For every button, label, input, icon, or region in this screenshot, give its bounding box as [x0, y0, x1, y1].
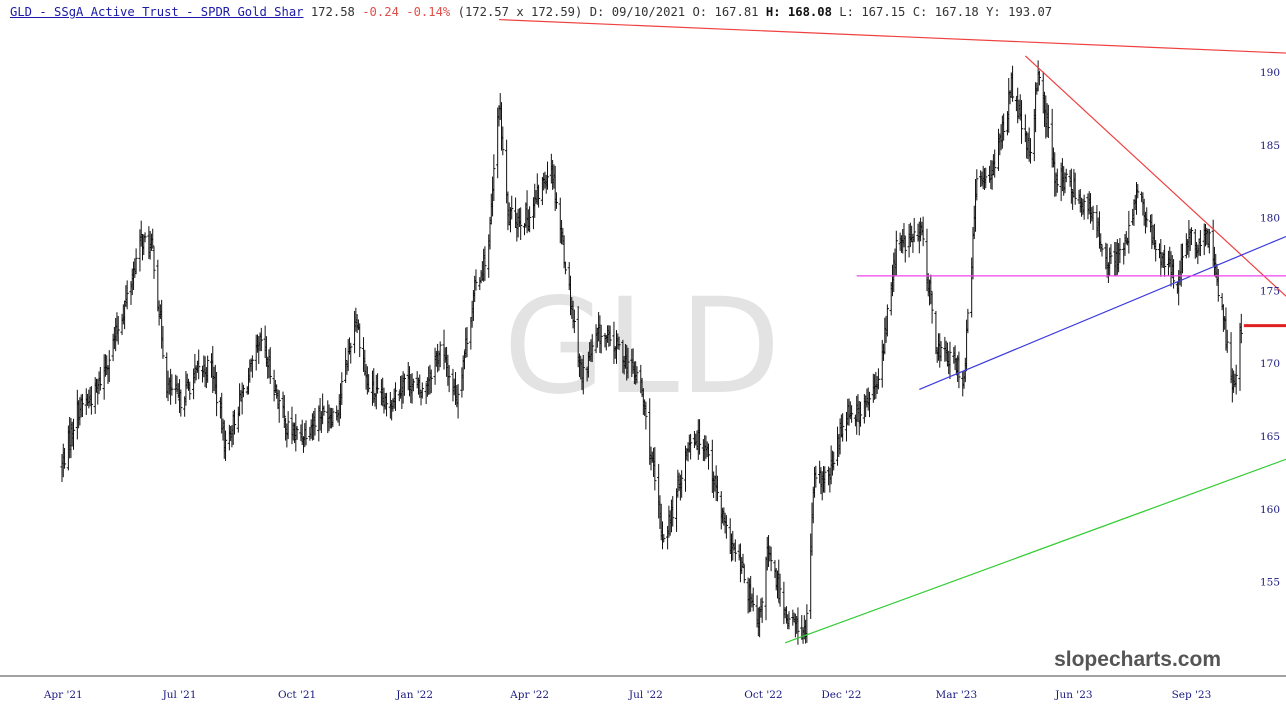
year-label: Y: [986, 5, 1001, 19]
y-tick-label: 190 [1260, 67, 1280, 79]
x-tick-label: Jul '22 [628, 689, 663, 701]
x-tick-label: Oct '21 [278, 689, 316, 701]
open-value: 167.81 [714, 5, 759, 19]
x-tick-label: Oct '22 [744, 689, 782, 701]
date-label: D: [589, 5, 605, 19]
red-trendline [1024, 55, 1286, 297]
y-tick-label: 170 [1260, 358, 1280, 370]
x-tick-label: Apr '22 [509, 689, 549, 701]
year-value: 193.07 [1008, 5, 1053, 19]
trendlines [498, 18, 1286, 644]
y-tick-label: 185 [1260, 140, 1280, 152]
x-tick-label: Jul '21 [162, 689, 197, 701]
high-value: 168.08 [787, 5, 832, 19]
x-tick-label: Jun '23 [1054, 689, 1092, 701]
slopecharts-branding: slopecharts.com [1054, 648, 1221, 671]
x-tick-label: Apr '21 [43, 689, 83, 701]
y-tick-label: 175 [1260, 285, 1280, 297]
x-tick-label: Dec '22 [821, 689, 861, 701]
low-value: 167.15 [861, 5, 906, 19]
quote-header: GLD - SSgA Active Trust - SPDR Gold Shar… [10, 4, 1052, 20]
blue-trendline [919, 235, 1286, 390]
open-label: O: [692, 5, 708, 19]
close-label: C: [912, 5, 928, 19]
green-trendline [784, 458, 1286, 644]
y-tick-label: 160 [1260, 504, 1280, 516]
ticker-name-link[interactable]: GLD - SSgA Active Trust - SPDR Gold Shar [10, 5, 304, 19]
y-tick-label: 180 [1260, 213, 1280, 225]
y-axis-labels: 155 160 165 170 175 180 185 190 [1260, 67, 1280, 589]
x-tick-label: Mar '23 [936, 689, 978, 701]
symbol-watermark: GLD [503, 270, 780, 424]
date-value: 09/10/2021 [611, 5, 686, 19]
price-change: -0.24 -0.14% [362, 5, 451, 19]
high-label: H: [765, 5, 781, 19]
bid-ask: (172.57 x 172.59) [457, 5, 583, 19]
low-label: L: [839, 5, 854, 19]
y-tick-label: 165 [1260, 431, 1280, 443]
x-tick-label: Jan '22 [395, 689, 433, 701]
x-tick-label: Sep '23 [1172, 689, 1212, 701]
x-axis-labels: Apr '21 Jul '21 Oct '21 Jan '22 Apr '22 Jul '… [43, 689, 1211, 701]
close-value: 167.18 [934, 5, 979, 19]
last-price: 172.58 [310, 5, 355, 19]
ohlc-bars [60, 60, 1243, 645]
y-tick-label: 155 [1260, 577, 1280, 589]
red-trendline [498, 18, 1286, 54]
